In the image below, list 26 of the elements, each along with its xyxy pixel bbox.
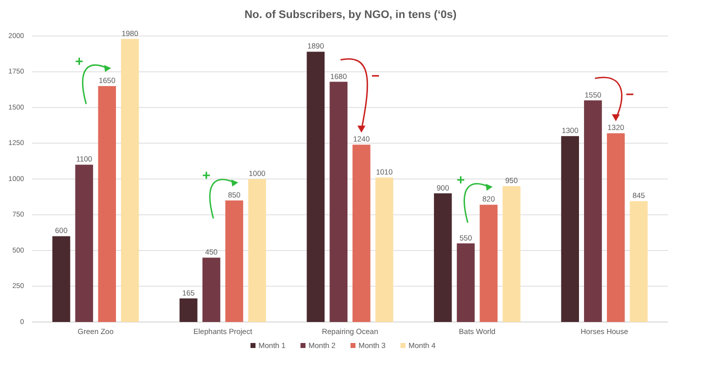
bar	[630, 201, 648, 322]
bar	[52, 236, 70, 322]
bar	[225, 200, 244, 322]
bar	[330, 82, 348, 322]
bar	[375, 178, 394, 322]
bar	[584, 100, 602, 322]
annotation: −	[371, 67, 380, 84]
bar	[248, 179, 266, 322]
bar	[75, 164, 94, 322]
annotation: +	[75, 52, 84, 69]
bar	[434, 193, 452, 322]
annotation: +	[456, 171, 465, 188]
bar	[121, 38, 139, 322]
bar	[456, 243, 475, 322]
annotation: −	[626, 86, 634, 102]
bar	[306, 52, 325, 322]
bar	[180, 298, 198, 322]
chart-title: No. of Subscribers, by NGO, in tens (‘0s)	[244, 9, 457, 21]
bar	[561, 136, 579, 322]
bar	[98, 86, 116, 322]
bar	[502, 186, 520, 322]
bar	[202, 258, 220, 322]
bar	[606, 133, 625, 322]
annotation: +	[202, 167, 210, 184]
bar	[352, 144, 370, 322]
bar	[480, 204, 498, 322]
